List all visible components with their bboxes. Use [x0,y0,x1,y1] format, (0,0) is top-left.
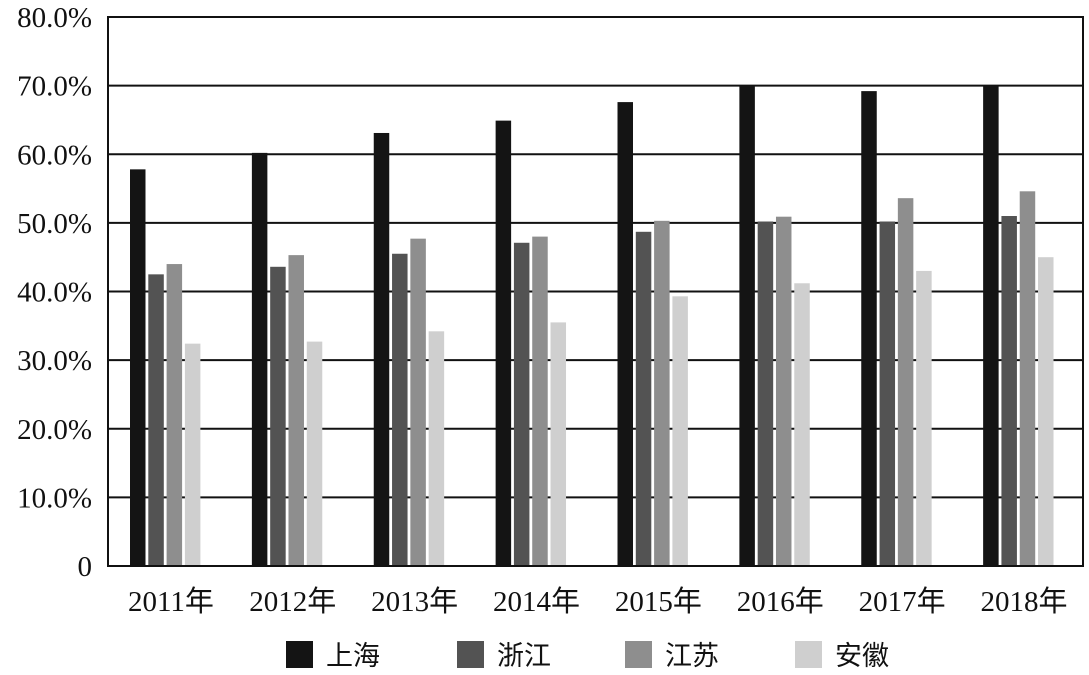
legend-label-2: 浙江 [497,641,551,672]
y-tick-label: 20.0% [17,414,92,446]
y-tick-label: 40.0% [17,277,92,309]
bar-1-1 [130,169,146,566]
bar-4-1 [184,343,201,566]
bar-4-2 [306,341,323,566]
bar-3-2 [288,255,304,566]
bar-3-8 [1019,191,1036,566]
legend: 上海 浙江 江苏 安徽 [286,641,889,672]
bar-2-5 [635,231,652,566]
bars [130,85,1054,567]
bar-4-8 [1038,257,1054,566]
bar-4-5 [672,296,688,566]
bar-4-7 [916,270,932,566]
legend-swatch-4 [795,641,822,668]
bar-3-7 [897,198,914,567]
bar-1-6 [739,85,755,566]
bar-4-4 [550,322,567,566]
bar-2-2 [270,266,286,566]
bar-3-4 [532,236,548,566]
legend-label-4: 安徽 [835,641,889,672]
y-tick-label: 30.0% [17,345,92,377]
bar-2-8 [1001,216,1017,566]
bar-1-2 [251,152,268,566]
plot-frame [107,16,1084,567]
bar-1-7 [861,91,877,567]
legend-swatch-3 [625,641,652,668]
x-tick-label: 2015年 [615,585,702,618]
bar-3-1 [166,264,183,566]
x-tick-label: 2011年 [128,585,214,618]
legend-label-3: 江苏 [665,641,719,672]
bar-3-6 [775,216,792,567]
bar-3-5 [654,220,670,566]
x-tick-label: 2013年 [371,585,458,618]
y-axis-tick-labels: 0 10.0% 20.0% 30.0% 40.0% 50.0% 60.0% 70.0% 80.0… [17,2,92,583]
x-tick-label: 2016年 [737,585,824,618]
x-tick-label: 2018年 [981,585,1068,618]
bar-3-3 [410,238,426,566]
bar-1-5 [617,102,633,566]
x-axis-tick-labels: 2011年 2012年 2013年 2014年 2015年 2016年 2017年 2018年 [128,585,1068,618]
y-tick-label: 70.0% [17,71,92,103]
y-tick-label: 50.0% [17,208,92,240]
bar-2-7 [879,221,896,566]
y-tick-label: 80.0% [17,2,92,34]
x-tick-label: 2012年 [249,585,336,618]
bar-1-4 [495,120,512,566]
y-tick-label: 0 [78,551,93,583]
x-tick-label: 2014年 [493,585,580,618]
y-tick-label: 10.0% [17,482,92,514]
legend-swatch-2 [457,641,484,668]
bar-1-8 [983,85,999,566]
bar-2-6 [757,221,774,566]
bar-2-1 [148,274,164,566]
legend-label-1: 上海 [326,641,380,672]
legend-swatch-1 [286,641,313,668]
bar-4-3 [428,331,445,566]
x-tick-label: 2017年 [859,585,946,618]
bar-4-6 [794,283,810,566]
plot-border [107,16,1084,567]
bar-2-4 [513,242,530,566]
y-tick-label: 60.0% [17,139,92,171]
bar-2-3 [392,253,408,566]
bar-1-3 [373,132,390,566]
